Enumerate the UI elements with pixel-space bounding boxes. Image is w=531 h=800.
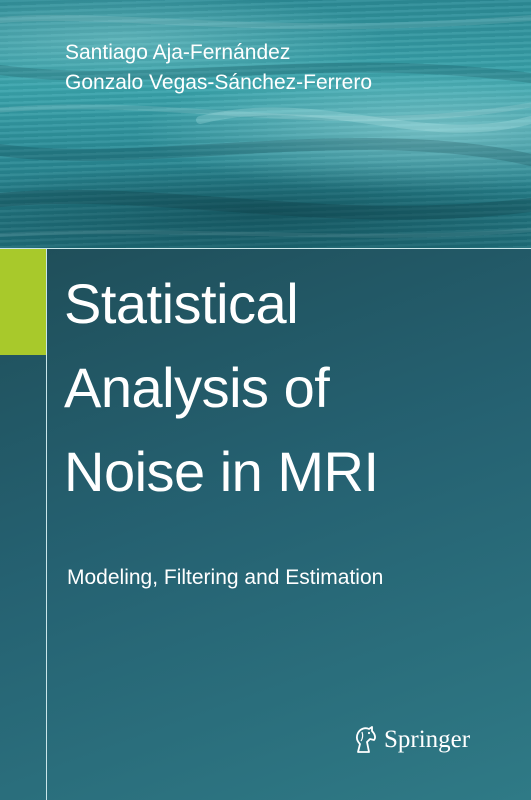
publisher-name: Springer xyxy=(384,726,471,753)
accent-bar xyxy=(0,249,46,355)
cover-title-panel xyxy=(0,249,531,800)
book-title: Statistical Analysis of Noise in MRI xyxy=(64,262,379,514)
author-name: Santiago Aja-Fernández xyxy=(65,41,291,64)
publisher-logo: Springer xyxy=(352,720,470,760)
horizontal-divider xyxy=(0,248,531,249)
author-name: Gonzalo Vegas-Sánchez-Ferrero xyxy=(65,71,372,94)
title-line: Statistical xyxy=(64,272,299,335)
vertical-divider xyxy=(46,249,47,800)
book-subtitle: Modeling, Filtering and Estimation xyxy=(67,566,384,589)
wave-texture xyxy=(0,14,531,238)
cover-texture-band: Santiago Aja-Fernández Gonzalo Vegas-Sán… xyxy=(0,0,531,249)
author-list: Santiago Aja-Fernández Gonzalo Vegas-Sán… xyxy=(65,38,372,98)
title-line: Analysis of xyxy=(64,356,330,419)
horse-head-icon xyxy=(352,726,378,754)
title-line: Noise in MRI xyxy=(64,440,379,503)
